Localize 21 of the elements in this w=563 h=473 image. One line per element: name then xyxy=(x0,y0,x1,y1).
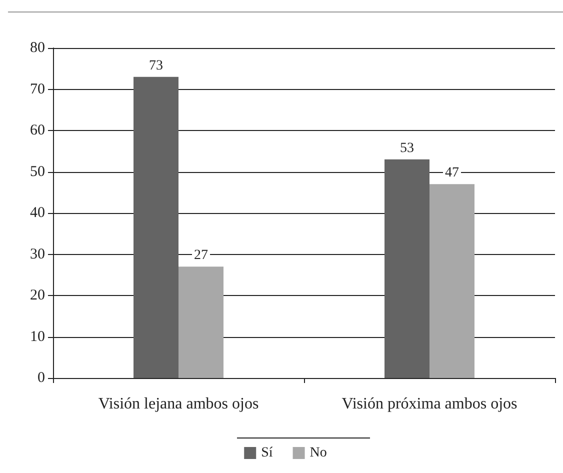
y-tick-label: 30 xyxy=(30,246,45,262)
x-tick-label: Visión próxima ambos ojos xyxy=(342,396,518,412)
legend-label: No xyxy=(310,446,327,460)
data-label: 53 xyxy=(400,140,414,156)
legend-label: Sí xyxy=(261,446,273,460)
data-label: 27 xyxy=(194,248,208,264)
bar xyxy=(178,266,224,378)
bar xyxy=(134,76,178,378)
y-tick-label: 10 xyxy=(30,328,45,345)
y-tick-label: 20 xyxy=(30,288,45,304)
data-label: 47 xyxy=(445,166,459,181)
x-tick-label: Visión lejana ambos ojos xyxy=(98,396,259,412)
y-tick-label: 40 xyxy=(30,205,45,221)
y-tick-label: 50 xyxy=(30,164,45,180)
y-tick-label: 80 xyxy=(30,40,45,56)
y-tick-label: 60 xyxy=(30,122,45,138)
bar xyxy=(384,159,430,378)
data-label: 73 xyxy=(149,58,163,74)
bar xyxy=(430,184,474,378)
y-tick-label: 0 xyxy=(38,370,45,386)
y-tick-label: 70 xyxy=(30,81,45,98)
